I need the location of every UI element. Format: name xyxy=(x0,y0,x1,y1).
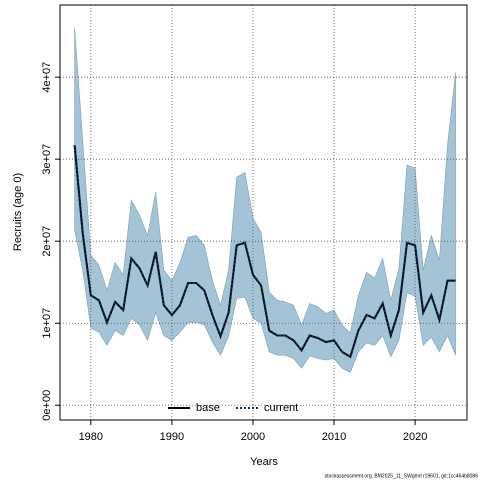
y-tick-label: 2e+07 xyxy=(41,226,53,257)
plot-frame xyxy=(59,4,468,421)
footer: stockassessment.org, BM2025_11_SWgmrl r1… xyxy=(325,473,479,479)
confidence-band xyxy=(74,27,456,373)
y-tick-label: 4e+07 xyxy=(41,62,53,93)
x-tick-label: 1980 xyxy=(79,431,103,443)
y-axis-title: Recruits (age 0) xyxy=(12,173,24,251)
y-tick-label: 3e+07 xyxy=(41,144,53,175)
x-tick-label: 2010 xyxy=(322,431,346,443)
series-line xyxy=(73,145,456,359)
x-tick-label: 1990 xyxy=(160,431,184,443)
x-axis-title: Years xyxy=(250,456,278,468)
x-tick-label: 2000 xyxy=(241,431,265,443)
y-tick-label: 1e+07 xyxy=(41,308,53,339)
x-tick-label: 2020 xyxy=(403,431,427,443)
legend-label: current xyxy=(264,402,298,414)
y-tick-label: 0e+00 xyxy=(41,390,53,421)
legend-label: base xyxy=(196,402,220,414)
